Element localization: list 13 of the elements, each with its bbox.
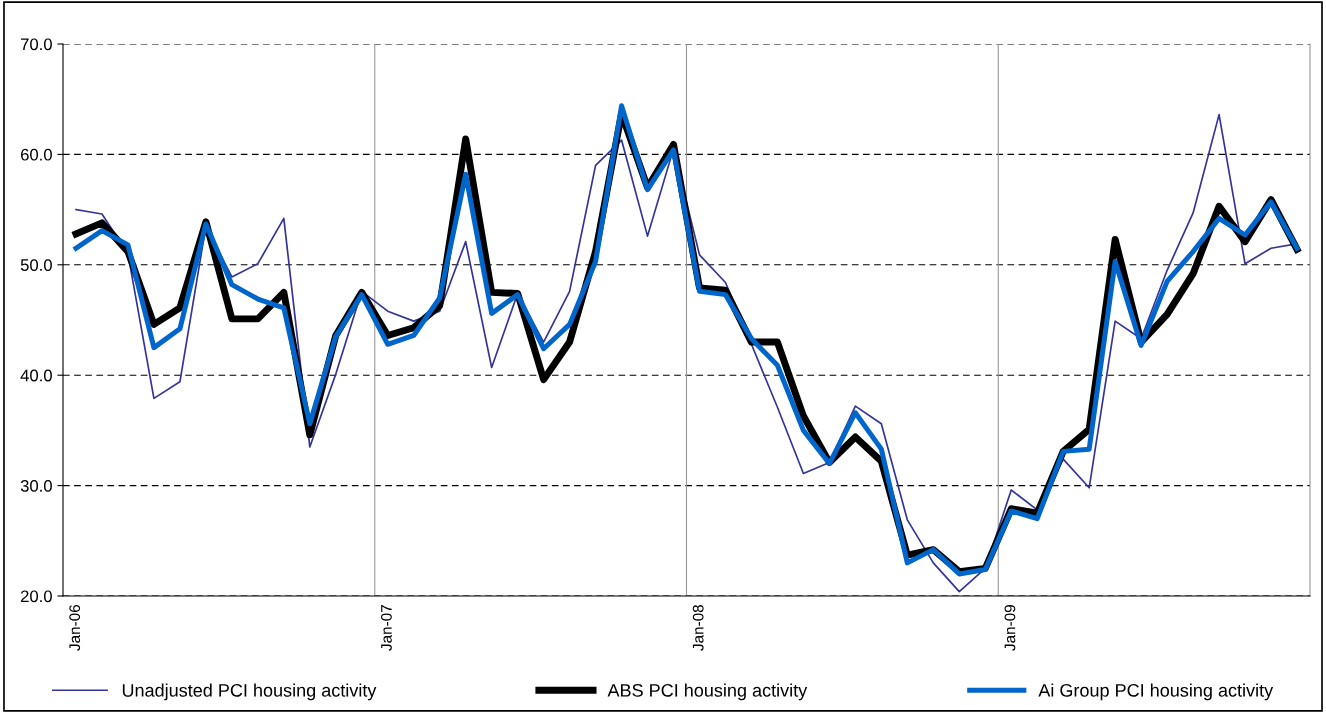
y-tick-label: 30.0 — [20, 480, 52, 492]
y-tick-label: 50.0 — [20, 259, 52, 271]
legend-label: Ai Group PCI housing activity — [1038, 683, 1274, 701]
x-tick-label: Jan-09 — [1004, 605, 1016, 651]
y-tick-label: 60.0 — [20, 148, 52, 161]
y-tick-label: 40.0 — [20, 369, 52, 382]
y-tick-label: 20.0 — [20, 590, 52, 603]
legend-label: Unadjusted PCI housing activity — [122, 683, 377, 701]
y-tick-label: 70.0 — [21, 38, 52, 51]
x-tick-label: Jan-06 — [69, 605, 81, 651]
x-tick-label: Jan-08 — [692, 604, 704, 651]
legend-label: ABS PCI housing activity — [607, 683, 808, 701]
x-tick-label: Jan-07 — [381, 605, 392, 651]
